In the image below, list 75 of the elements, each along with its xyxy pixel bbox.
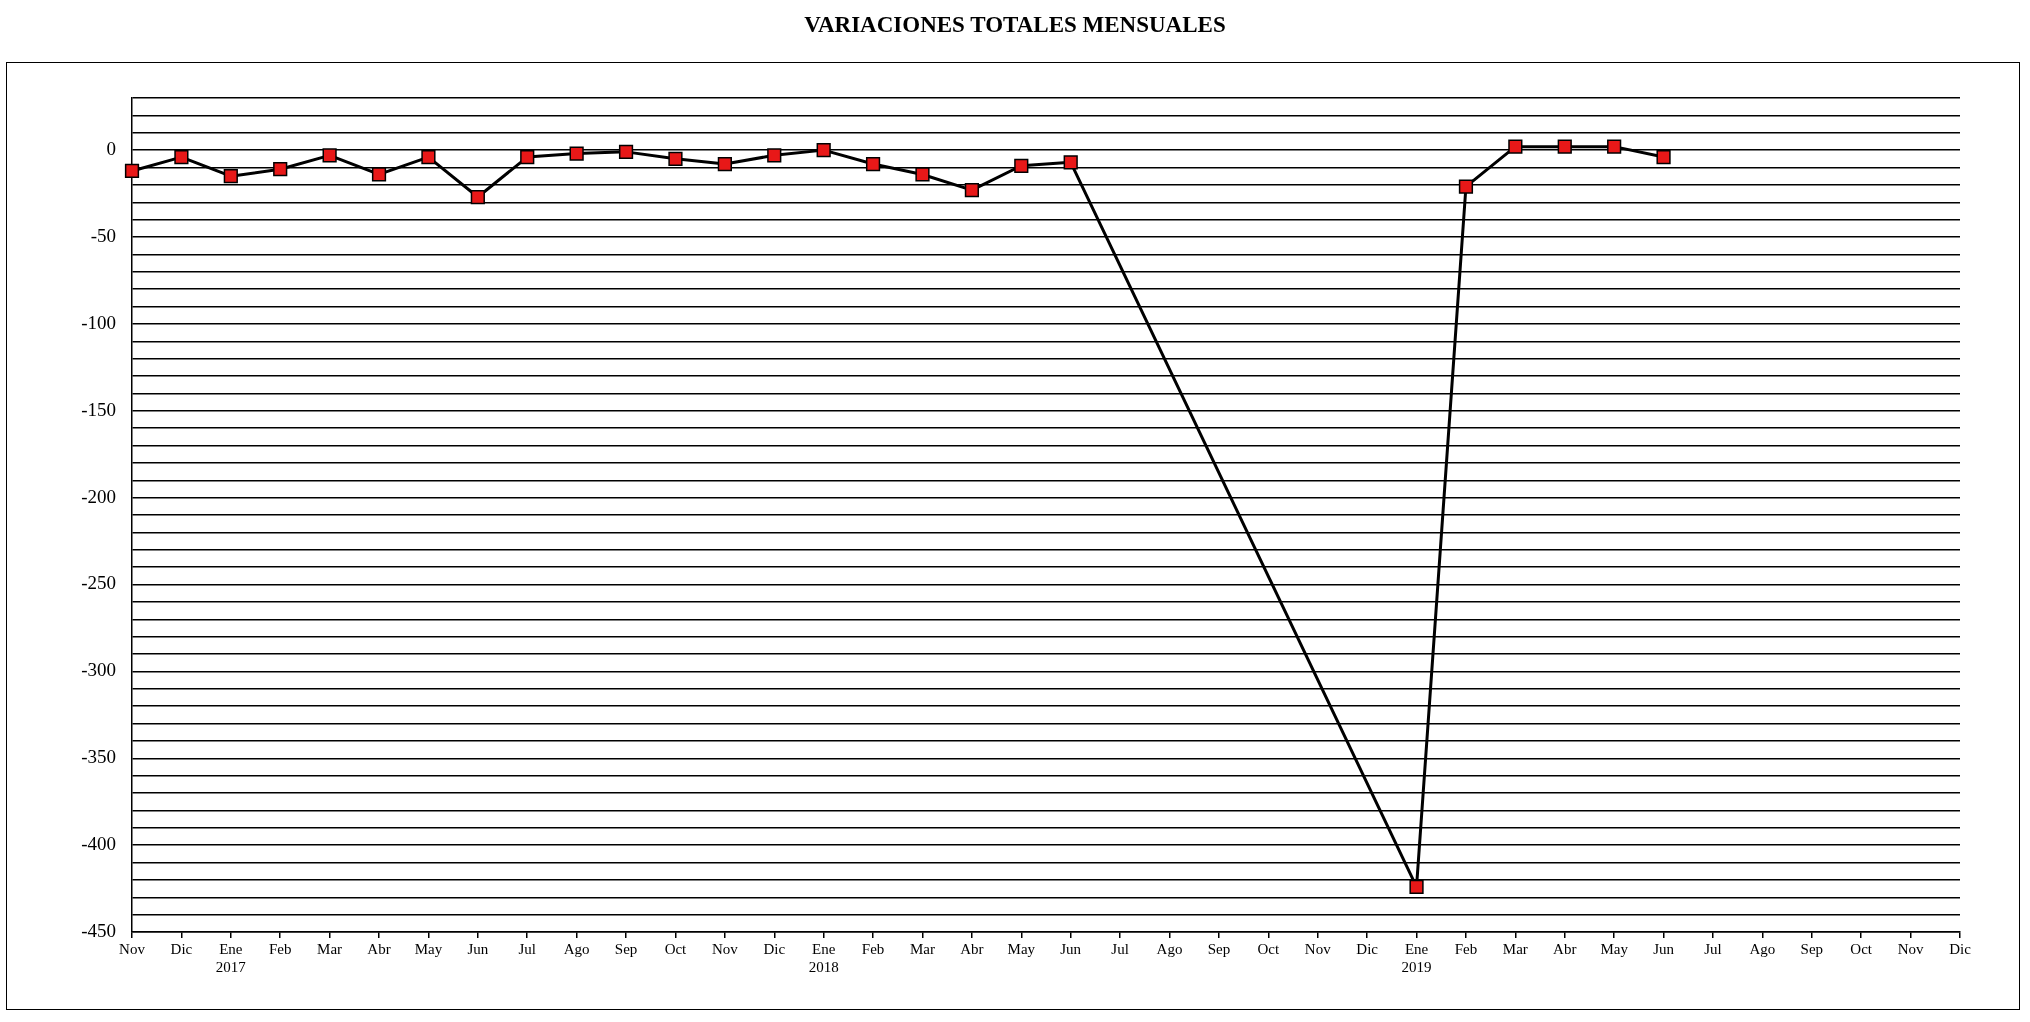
point [717,156,732,172]
y-tick-label: -350 [81,746,116,768]
y-tick-label: -150 [81,398,116,420]
x-tick-label: May [1600,940,1629,957]
point [668,151,683,166]
y-tick-label: -100 [81,311,116,333]
x-tick-label: Ene 2017 [215,940,247,975]
x-tick-label: Ago [563,940,590,957]
x-tick-label: Nov [711,940,739,957]
x-tick-label: Nov [119,940,146,957]
point [520,149,535,165]
point [1458,179,1474,194]
y-tick-label: 0 [106,138,116,160]
x-tick-label: Dic [1949,940,1972,957]
x-tick-label: Abr [1553,940,1577,957]
x-tick-label: Sep [1207,940,1231,957]
x-tick-label: Jun [1653,940,1675,957]
x-tick-label: Mar [909,940,935,957]
x-tick-label: May [1007,940,1036,957]
point [816,143,831,158]
x-tick-label: Jun [467,940,489,957]
point [174,149,189,165]
y-tick-label: -400 [81,833,116,855]
y-tick-label: -450 [81,919,116,941]
x-tick-label: Mar [317,940,343,957]
x-tick-label: Abr [367,940,391,957]
point [767,148,782,163]
point [569,146,584,161]
x-tick-label: Feb [861,940,885,957]
x-tick-label: Ago [1156,940,1183,957]
x-tick-label: Abr [960,940,984,957]
x-tick-label: Feb [268,940,292,957]
x-tick-label: Feb [1454,940,1478,957]
point [618,144,634,159]
point [1508,139,1523,154]
x-tick-label: May [414,940,443,957]
x-tick-label: Dic [763,940,786,957]
x-tick-label: Nov [1897,940,1925,957]
point [470,189,485,205]
x-tick-label: Dic [1356,940,1379,957]
x-tick-label: Sep [614,940,638,957]
point [322,148,337,163]
point [421,149,436,165]
point [1409,879,1424,894]
point [1607,139,1622,154]
x-tick-label: Jun [1060,940,1082,957]
point [124,163,140,179]
x-tick-label: Nov [1304,940,1332,957]
point [865,156,881,172]
point [964,182,980,198]
point [1656,149,1671,165]
y-tick-label: -300 [81,659,116,681]
chart-title: VARIACIONES TOTALES MENSUALES [803,12,1227,38]
x-tick-label: Ene 2018 [808,940,839,975]
x-tick-label: Jul [1111,940,1129,957]
y-tick-label: -50 [90,224,116,246]
x-tick-label: Oct [1850,940,1873,957]
y-tick-label: -250 [81,572,116,594]
x-tick-label: Dic [170,940,193,957]
x-tick-label: Oct [1257,940,1280,957]
x-tick-label: Mar [1502,940,1528,957]
x-tick-label: Ene 2019 [1401,940,1432,975]
point [273,162,288,177]
point [1557,139,1572,154]
x-tick-label: Jul [1704,940,1722,957]
x-tick-label: Ago [1749,940,1776,957]
point [223,169,238,184]
point [1063,155,1078,170]
x-tick-label: Oct [664,940,688,957]
point [1014,158,1029,173]
point [915,167,930,182]
point [371,167,387,182]
y-tick-label: -200 [81,485,116,507]
x-tick-label: Sep [1800,940,1824,957]
x-tick-label: Jul [518,940,536,957]
